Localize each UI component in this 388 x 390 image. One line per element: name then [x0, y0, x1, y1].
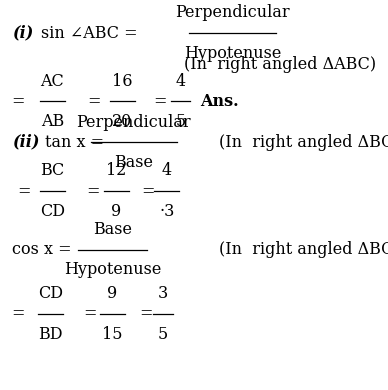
Text: cos x =: cos x =	[12, 241, 71, 258]
Text: Hypotenuse: Hypotenuse	[184, 45, 281, 62]
Text: (In  right angled ΔBCD): (In right angled ΔBCD)	[219, 134, 388, 151]
Text: =: =	[17, 183, 31, 200]
Text: =: =	[12, 93, 25, 110]
Text: =: =	[86, 183, 100, 200]
Text: 9: 9	[111, 203, 121, 220]
Text: =: =	[12, 305, 25, 323]
Text: 5: 5	[158, 326, 168, 343]
Text: Perpendicular: Perpendicular	[175, 4, 290, 21]
Text: =: =	[153, 93, 167, 110]
Text: AB: AB	[41, 113, 64, 130]
Text: 15: 15	[102, 326, 123, 343]
Text: 5: 5	[175, 113, 185, 130]
Text: =: =	[87, 93, 101, 110]
Text: 20: 20	[112, 113, 132, 130]
Text: Ans.: Ans.	[200, 93, 239, 110]
Text: sin ∠ABC =: sin ∠ABC =	[41, 25, 137, 42]
Text: (ii): (ii)	[12, 134, 39, 151]
Text: Base: Base	[114, 154, 153, 171]
Text: Hypotenuse: Hypotenuse	[64, 261, 161, 278]
Text: 9: 9	[107, 285, 118, 302]
Text: CD: CD	[38, 285, 63, 302]
Text: Perpendicular: Perpendicular	[76, 113, 191, 131]
Text: 4: 4	[162, 162, 172, 179]
Text: 12: 12	[106, 162, 126, 179]
Text: 16: 16	[112, 73, 132, 90]
Text: AC: AC	[40, 73, 64, 90]
Text: =: =	[140, 305, 153, 323]
Text: BC: BC	[40, 162, 64, 179]
Text: 3: 3	[158, 285, 168, 302]
Text: (In  right angled ΔABC): (In right angled ΔABC)	[184, 56, 376, 73]
Text: =: =	[142, 183, 155, 200]
Text: =: =	[83, 305, 97, 323]
Text: CD: CD	[40, 203, 65, 220]
Text: ·3: ·3	[159, 203, 175, 220]
Text: 4: 4	[175, 73, 185, 90]
Text: BD: BD	[38, 326, 63, 343]
Text: (In  right angled ΔBCD): (In right angled ΔBCD)	[219, 241, 388, 258]
Text: Base: Base	[93, 221, 132, 238]
Text: (i): (i)	[12, 25, 33, 42]
Text: tan x =: tan x =	[45, 134, 104, 151]
